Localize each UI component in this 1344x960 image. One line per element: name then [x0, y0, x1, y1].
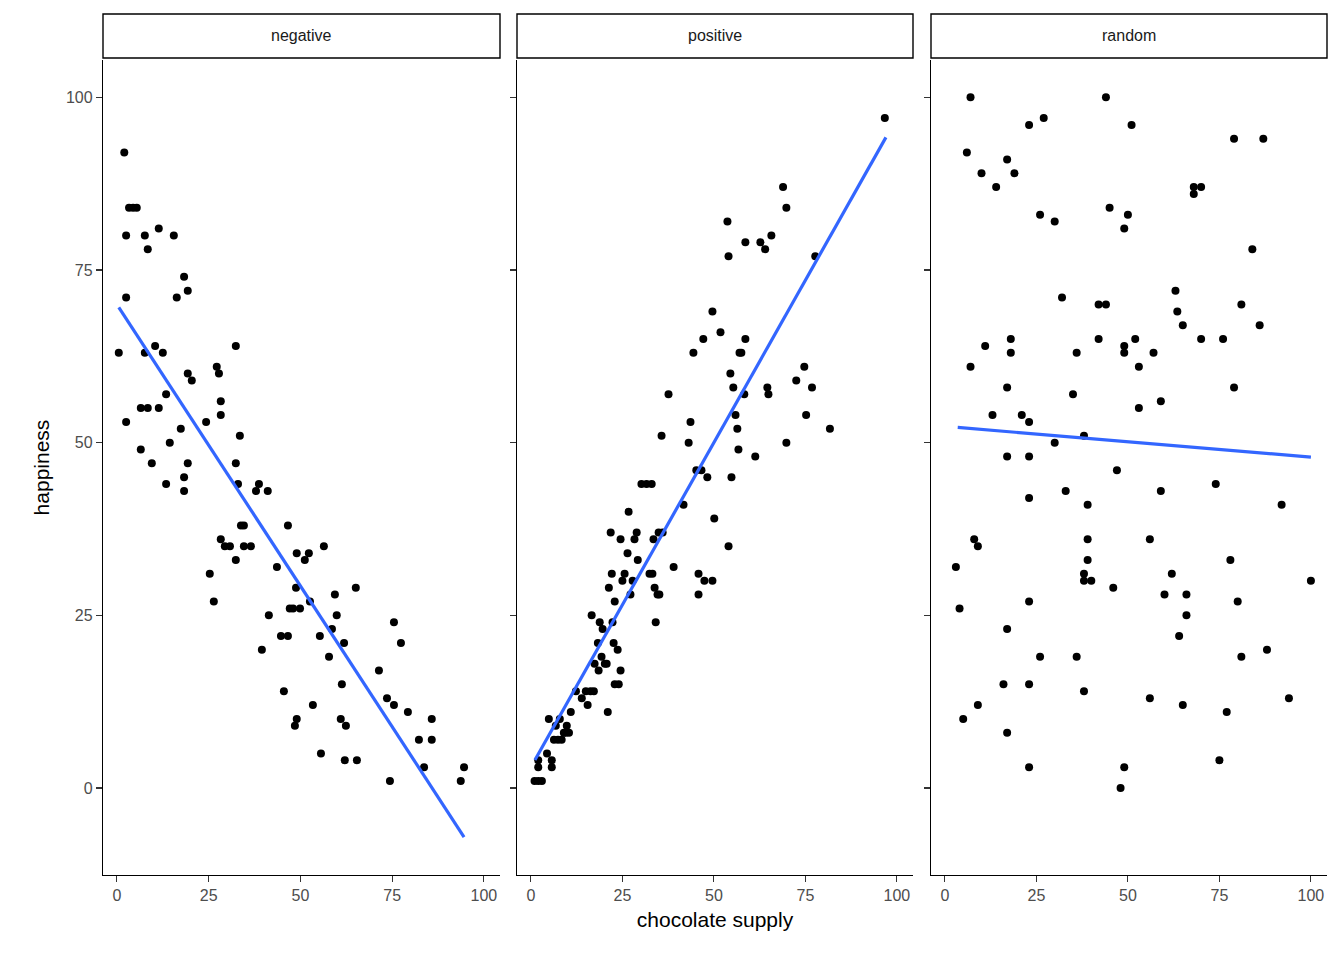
svg-text:25: 25	[75, 607, 93, 624]
svg-text:happiness: happiness	[30, 420, 53, 516]
svg-text:100: 100	[1298, 887, 1325, 904]
svg-text:100: 100	[884, 887, 911, 904]
svg-text:75: 75	[1211, 887, 1229, 904]
svg-text:75: 75	[75, 262, 93, 279]
svg-text:0: 0	[940, 887, 949, 904]
svg-text:25: 25	[1028, 887, 1046, 904]
svg-text:75: 75	[797, 887, 815, 904]
svg-text:0: 0	[526, 887, 535, 904]
svg-text:50: 50	[705, 887, 723, 904]
svg-text:25: 25	[614, 887, 632, 904]
svg-text:50: 50	[75, 434, 93, 451]
svg-text:100: 100	[471, 887, 498, 904]
svg-text:50: 50	[1119, 887, 1137, 904]
svg-text:0: 0	[84, 780, 93, 797]
svg-text:0: 0	[112, 887, 121, 904]
svg-text:25: 25	[200, 887, 218, 904]
svg-text:random: random	[1102, 27, 1156, 44]
svg-text:chocolate supply: chocolate supply	[637, 908, 794, 931]
svg-text:negative: negative	[271, 27, 332, 44]
svg-text:50: 50	[292, 887, 310, 904]
svg-text:75: 75	[383, 887, 401, 904]
svg-text:100: 100	[66, 89, 93, 106]
svg-text:positive: positive	[688, 27, 742, 44]
